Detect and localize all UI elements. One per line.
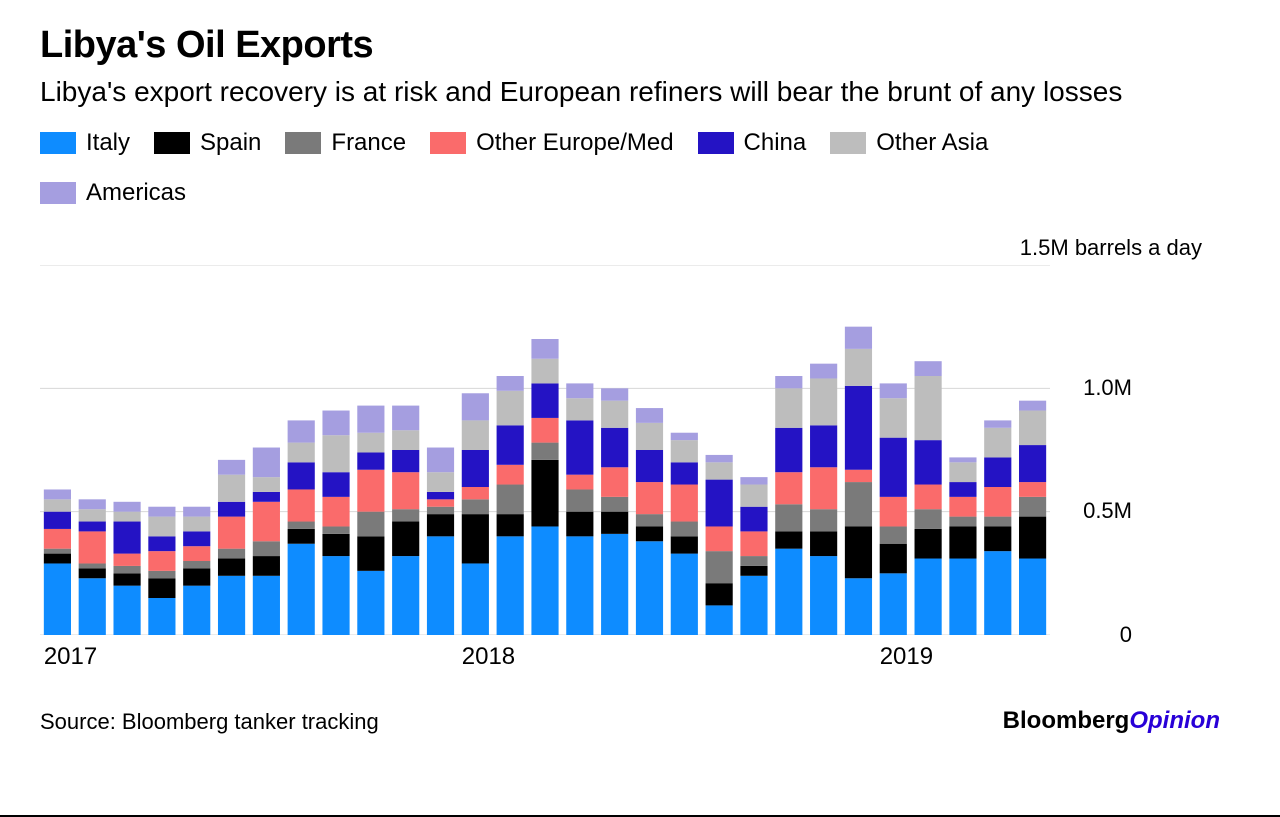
y-axis-unit: 1.5M barrels a day [1020,235,1202,261]
legend-label: Other Asia [876,129,988,157]
legend-swatch [430,132,466,154]
legend-item: France [285,129,406,157]
legend-swatch [40,132,76,154]
legend-label: Italy [86,129,130,157]
legend-item: Spain [154,129,261,157]
source-text: Source: Bloomberg tanker tracking [40,709,379,735]
legend-item: Americas [40,179,186,207]
bar-chart-svg [40,265,1050,635]
legend-swatch [40,182,76,204]
legend-swatch [154,132,190,154]
x-tick-label: 2019 [880,643,933,671]
legend-item: Other Europe/Med [430,129,673,157]
legend-label: Other Europe/Med [476,129,673,157]
legend: Italy Spain France Other Europe/Med China Oth… [40,129,1040,207]
legend-label: France [331,129,406,157]
chart-title: Libya's Oil Exports [40,24,1240,67]
legend-label: Americas [86,179,186,207]
chart-footer: Source: Bloomberg tanker tracking Bloomb… [40,707,1220,735]
y-tick-label: 0 [1062,622,1132,648]
legend-item: Other Asia [830,129,988,157]
x-tick-label: 2017 [44,643,97,671]
legend-item: Italy [40,129,130,157]
y-tick-label: 0.5M [1062,498,1132,524]
brand-part-1: Bloomberg [1003,707,1130,734]
chart-area: 1.5M barrels a day 00.5M1.0M 20172018201… [40,235,1220,665]
brand-part-2: Opinion [1129,707,1220,734]
legend-swatch [698,132,734,154]
x-axis-labels: 2017 2018 2019 [40,643,1050,671]
plot-area [40,265,1050,635]
chart-subtitle: Libya's export recovery is at risk and E… [40,73,1190,111]
legend-swatch [285,132,321,154]
chart-card: Libya's Oil Exports Libya's export recov… [0,0,1280,817]
legend-label: Spain [200,129,261,157]
y-tick-label: 1.0M [1062,375,1132,401]
brand-logo: BloombergOpinion [1003,707,1220,735]
x-tick-label: 2018 [462,643,515,671]
legend-swatch [830,132,866,154]
legend-label: China [744,129,807,157]
legend-item: China [698,129,807,157]
